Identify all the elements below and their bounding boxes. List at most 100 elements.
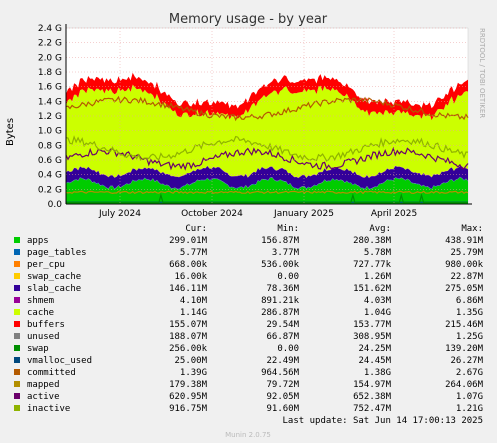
col-min-header: Min: <box>277 224 299 234</box>
x-tick-label: April 2025 <box>371 209 417 219</box>
legend-avg: 154.97M <box>353 380 392 390</box>
legend-min: 156.87M <box>261 236 300 246</box>
y-tick-label: 1.6 G <box>38 83 62 93</box>
legend-swatch <box>14 369 20 375</box>
legend-min: 0.00 <box>277 344 299 354</box>
legend-avg: 153.77M <box>353 320 392 330</box>
y-tick-label: 0.4 G <box>38 171 62 181</box>
legend-max: 264.06M <box>445 380 484 390</box>
y-tick-label: 0.0 <box>48 200 63 210</box>
legend-row-shmem: shmem 4.10M 891.21k 4.03M 6.86M <box>14 296 484 306</box>
legend-max: 215.46M <box>445 320 484 330</box>
legend-cur: 4.10M <box>180 296 208 306</box>
legend-max: 438.91M <box>445 236 484 246</box>
legend-cur: 146.11M <box>169 284 208 294</box>
y-tick-label: 1.0 G <box>38 127 62 137</box>
legend-row-vmalloc-used: vmalloc_used 25.00M 22.49M 24.45M 26.27M <box>14 356 484 366</box>
y-ticks: 0.0 0.2 G 0.4 G 0.6 G 0.8 G 1.0 G 1.2 G 1.4 G 1.… <box>38 24 62 210</box>
legend-name: buffers <box>27 320 65 330</box>
legend-avg: 652.38M <box>353 392 392 402</box>
legend-avg: 4.03M <box>364 296 392 306</box>
area-apps <box>66 177 468 204</box>
x-tick-label: January 2025 <box>273 209 334 219</box>
legend-avg: 752.47M <box>353 404 392 414</box>
legend-max: 1.21G <box>456 404 483 414</box>
plot-layer <box>65 72 469 204</box>
legend-avg: 24.45M <box>358 356 391 366</box>
legend-avg: 151.62M <box>353 284 392 294</box>
legend-avg: 5.78M <box>364 248 392 258</box>
legend-row-unused: unused 188.07M 66.87M 308.95M 1.25G <box>14 332 483 342</box>
legend-max: 25.79M <box>450 248 483 258</box>
legend-min: 536.00k <box>261 260 300 270</box>
line-inactive <box>65 135 469 162</box>
legend-cur: 1.14G <box>180 308 207 318</box>
legend-max: 22.87M <box>450 272 483 282</box>
y-tick-label: 1.4 G <box>38 97 62 107</box>
legend-max: 275.05M <box>445 284 484 294</box>
legend-cur: 155.07M <box>169 320 208 330</box>
y-axis-label: Bytes <box>5 118 16 146</box>
legend-name: swap <box>27 344 49 354</box>
legend-max: 6.86M <box>456 296 484 306</box>
legend-min: 78.36M <box>266 284 299 294</box>
legend-min: 92.05M <box>266 392 299 402</box>
legend-min: 286.87M <box>261 308 300 318</box>
legend-swatch <box>14 357 20 363</box>
y-tick-label: 2.4 G <box>38 24 62 34</box>
legend-swatch <box>14 285 20 291</box>
legend-avg: 1.04G <box>364 308 391 318</box>
legend-max: 980.00k <box>445 260 484 270</box>
legend-row-swap: swap 256.00k 0.00 24.25M 139.20M <box>14 344 484 354</box>
legend-swatch <box>14 309 20 315</box>
x-tick-label: July 2024 <box>98 209 141 219</box>
line-active <box>65 146 469 171</box>
legend-name: active <box>27 392 60 402</box>
area-buffers <box>66 72 468 121</box>
legend-cur: 620.95M <box>169 392 208 402</box>
legend-swatch <box>14 237 20 243</box>
legend-cur: 1.39G <box>180 368 207 378</box>
legend-swatch <box>14 273 20 279</box>
legend-row-committed: committed 1.39G 964.56M 1.38G 2.67G <box>14 368 483 378</box>
legend-name: apps <box>27 236 49 246</box>
legend-row-page-tables: page_tables 5.77M 3.77M 5.78M 25.79M <box>14 248 484 258</box>
legend-row-buffers: buffers 155.07M 29.54M 153.77M 215.46M <box>14 320 484 330</box>
legend-cur: 179.38M <box>169 380 208 390</box>
col-avg-header: Avg: <box>369 224 391 234</box>
legend-row-cache: cache 1.14G 286.87M 1.04G 1.35G <box>14 308 483 318</box>
legend-name: mapped <box>27 380 60 390</box>
legend-swatch <box>14 333 20 339</box>
legend-min: 0.00 <box>277 272 299 282</box>
legend-swatch <box>14 405 20 411</box>
y-tick-label: 1.8 G <box>38 68 62 78</box>
legend-avg: 1.38G <box>364 368 391 378</box>
area-slab-cache <box>66 166 468 189</box>
col-cur-header: Cur: <box>185 224 207 234</box>
legend-swatch <box>14 393 20 399</box>
rrdtool-credit: RRDTOOL / TOBI OETIKER <box>478 28 486 118</box>
legend-row-slab-cache: slab_cache 146.11M 78.36M 151.62M 275.05M <box>14 284 484 294</box>
legend-swatch <box>14 345 20 351</box>
legend-max: 1.07G <box>456 392 483 402</box>
legend-row-per-cpu: per_cpu 668.00k 536.00k 727.77k 980.00k <box>14 260 484 270</box>
legend-name: per_cpu <box>27 260 65 270</box>
y-tick-label: 0.2 G <box>38 185 62 195</box>
legend-avg: 1.26M <box>364 272 392 282</box>
legend-name: page_tables <box>27 248 87 258</box>
legend-min: 964.56M <box>261 368 300 378</box>
legend-cur: 188.07M <box>169 332 208 342</box>
y-tick-label: 1.2 G <box>38 112 62 122</box>
legend-name: unused <box>27 332 60 342</box>
legend-swatch <box>14 381 20 387</box>
legend-row-mapped: mapped 179.38M 79.72M 154.97M 264.06M <box>14 380 484 390</box>
line-committed <box>65 95 469 122</box>
legend-min: 891.21k <box>261 296 300 306</box>
legend-min: 29.54M <box>266 320 299 330</box>
munin-version: Munin 2.0.75 <box>225 431 271 439</box>
legend-name: swap_cache <box>27 272 81 282</box>
legend-name: committed <box>27 368 76 378</box>
area-cache <box>66 84 468 178</box>
legend-name: inactive <box>27 404 70 414</box>
